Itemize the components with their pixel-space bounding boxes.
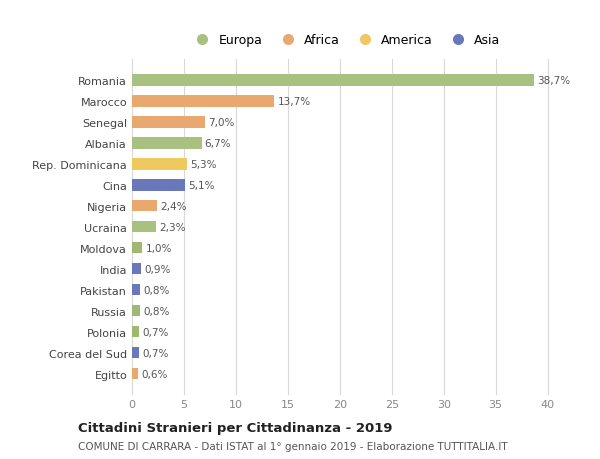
Text: 38,7%: 38,7% <box>537 76 571 86</box>
Text: 1,0%: 1,0% <box>146 243 172 253</box>
Bar <box>132 284 140 296</box>
Bar <box>132 242 142 254</box>
Text: 6,7%: 6,7% <box>205 139 231 148</box>
Bar <box>132 117 205 128</box>
Bar <box>132 138 202 149</box>
Text: Cittadini Stranieri per Cittadinanza - 2019: Cittadini Stranieri per Cittadinanza - 2… <box>78 421 392 434</box>
Bar <box>132 75 534 86</box>
Bar <box>132 326 139 338</box>
Text: 7,0%: 7,0% <box>208 118 234 128</box>
Text: COMUNE DI CARRARA - Dati ISTAT al 1° gennaio 2019 - Elaborazione TUTTITALIA.IT: COMUNE DI CARRARA - Dati ISTAT al 1° gen… <box>78 441 508 451</box>
Text: 0,6%: 0,6% <box>142 369 168 379</box>
Text: 0,8%: 0,8% <box>143 306 170 316</box>
Bar <box>132 96 274 107</box>
Bar <box>132 305 140 317</box>
Bar <box>132 159 187 170</box>
Legend: Europa, Africa, America, Asia: Europa, Africa, America, Asia <box>185 29 505 52</box>
Bar <box>132 368 138 380</box>
Bar <box>132 347 139 358</box>
Text: 5,3%: 5,3% <box>190 159 217 169</box>
Bar <box>132 201 157 212</box>
Bar <box>132 179 185 191</box>
Text: 0,7%: 0,7% <box>142 327 169 337</box>
Text: 5,1%: 5,1% <box>188 180 215 190</box>
Text: 0,9%: 0,9% <box>145 264 171 274</box>
Text: 0,8%: 0,8% <box>143 285 170 295</box>
Text: 2,3%: 2,3% <box>159 222 185 232</box>
Text: 13,7%: 13,7% <box>277 96 311 106</box>
Text: 0,7%: 0,7% <box>142 348 169 358</box>
Bar <box>132 221 156 233</box>
Bar <box>132 263 142 275</box>
Text: 2,4%: 2,4% <box>160 202 187 211</box>
